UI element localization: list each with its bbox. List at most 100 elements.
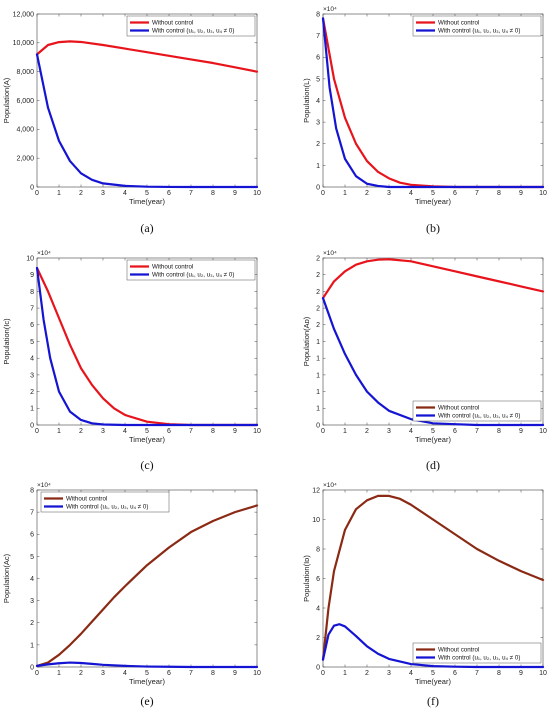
x-tick-label: 7 <box>475 670 479 677</box>
y-tick-label: 1 <box>316 389 320 396</box>
x-tick-label: 3 <box>387 670 391 677</box>
series-line-without-control <box>35 40 259 73</box>
plot-frame <box>322 13 544 188</box>
x-tick-label: 10 <box>253 670 261 677</box>
x-tick-label: 5 <box>145 670 149 677</box>
chart-panel-c: 0 1 2 3 4 5 6 7 8 9 10012345678910×10⁴Time(year)Po… <box>2 250 261 472</box>
y-tick-label: 5 <box>316 76 320 83</box>
y-tick-label: 8 <box>30 289 34 296</box>
x-tick-label: 6 <box>167 190 171 197</box>
plot-frame <box>36 13 258 188</box>
legend-box <box>412 400 542 422</box>
y-tick-label: 0 <box>316 422 320 429</box>
y-tick-label: 1 <box>316 372 320 379</box>
x-tick-label: 9 <box>519 428 523 435</box>
x-tick-label: 7 <box>475 190 479 197</box>
y-tick-label: 0 <box>30 184 34 191</box>
x-tick-label: 0 <box>35 670 39 677</box>
x-tick-label: 10 <box>539 190 547 197</box>
x-tick-label: 5 <box>431 670 435 677</box>
y-tick-label: 3 <box>30 598 34 605</box>
x-tick-label: 8 <box>497 670 501 677</box>
legend-box <box>40 491 170 513</box>
y-tick-label: 5 <box>30 339 34 346</box>
x-tick-label: 8 <box>497 190 501 197</box>
y-tick-label: 4 <box>30 576 34 583</box>
y-tick-label: 1 <box>316 356 320 363</box>
x-tick-label: 10 <box>539 428 547 435</box>
chart-panel-a: 0 1 2 3 4 5 6 7 8 9 10 0 2,000 4,000 6,000 8,000 10,000 1… <box>2 11 261 235</box>
x-tick-label: 5 <box>145 428 149 435</box>
x-tick-label: 2 <box>365 428 369 435</box>
y-tick-label: 1 <box>316 339 320 346</box>
x-tick-label: 6 <box>167 428 171 435</box>
panel-caption: (c) <box>140 458 153 472</box>
y-exponent-label: ×10⁴ <box>37 250 51 257</box>
y-tick-label: 0 <box>30 422 34 429</box>
x-tick-label: 7 <box>189 428 193 435</box>
y-tick-label: 12 <box>312 487 320 494</box>
series-line-with-control <box>35 53 259 189</box>
y-tick-label: 2 <box>30 620 34 627</box>
x-tick-label: 8 <box>497 428 501 435</box>
x-tick-label: 4 <box>123 190 127 197</box>
y-tick-label: 10 <box>26 255 34 262</box>
y-axis-label: Population(Aᴄ) <box>2 553 11 603</box>
x-tick-label: 0 <box>321 428 325 435</box>
series-line-with-control <box>321 296 545 427</box>
y-tick-label: 7 <box>316 33 320 40</box>
x-tick-label: 2 <box>79 190 83 197</box>
x-tick-label: 1 <box>343 190 347 197</box>
y-tick-label: 6 <box>30 322 34 329</box>
x-tick-label: 6 <box>453 670 457 677</box>
x-axis-label: Time(year) <box>415 197 451 206</box>
legend-label: With control (u₁, u₂, u₃, u₄ ≠ 0) <box>438 655 520 662</box>
y-axis-label: Population(Aᴅ) <box>302 316 311 366</box>
x-tick-label: 3 <box>101 428 105 435</box>
x-axis-label: Time(year) <box>415 435 451 444</box>
x-tick-label: 4 <box>409 670 413 677</box>
legend-box <box>126 259 256 281</box>
y-tick-label: 9 <box>30 272 34 279</box>
chart-panel-b: 0 1 2 3 4 5 6 7 8 9 10012345678×10⁴Time(year)Popul… <box>302 6 547 235</box>
y-tick-label: 0 <box>30 664 34 671</box>
legend-label: With control (u₁, u₂, u₃, u₄ ≠ 0) <box>438 28 520 35</box>
x-tick-label: 6 <box>453 428 457 435</box>
legend-box <box>412 642 542 664</box>
legend-box <box>412 15 542 37</box>
y-axis-label: Population(A) <box>2 77 11 123</box>
x-axis-label: Time(year) <box>129 435 165 444</box>
x-tick-label: 3 <box>101 670 105 677</box>
x-tick-label: 4 <box>123 670 127 677</box>
legend-label: Without control <box>438 647 479 654</box>
y-tick-label: 2,000 <box>16 156 34 163</box>
y-tick-label: 1 <box>316 163 320 170</box>
series-line-with-control <box>321 17 545 189</box>
y-tick-label: 8 <box>316 546 320 553</box>
y-tick-label: 2 <box>316 272 320 279</box>
y-tick-label: 8,000 <box>16 69 34 76</box>
x-tick-label: 9 <box>519 190 523 197</box>
x-tick-label: 2 <box>79 428 83 435</box>
y-tick-label: 8 <box>316 11 320 18</box>
x-tick-label: 0 <box>321 190 325 197</box>
series-line-without-control <box>35 504 259 667</box>
y-tick-label: 2 <box>316 141 320 148</box>
x-tick-label: 1 <box>57 190 61 197</box>
legend-label: Without control <box>438 405 479 412</box>
panel-caption: (f) <box>427 694 439 708</box>
legend-label: With control (u₁, u₂, u₃, u₄ ≠ 0) <box>152 272 234 279</box>
chart-panel-d: 0 1 2 3 4 5 6 7 8 9 1001111122222×10⁴Time(year)Pop… <box>302 250 547 472</box>
x-tick-label: 5 <box>431 428 435 435</box>
x-tick-label: 4 <box>409 190 413 197</box>
legend-label: Without control <box>152 20 193 27</box>
x-axis-label: Time(year) <box>129 677 165 686</box>
y-exponent-label: ×10⁴ <box>323 482 337 489</box>
y-tick-label: 6 <box>316 55 320 62</box>
x-tick-label: 0 <box>35 190 39 197</box>
series-line-without-control <box>321 258 545 300</box>
